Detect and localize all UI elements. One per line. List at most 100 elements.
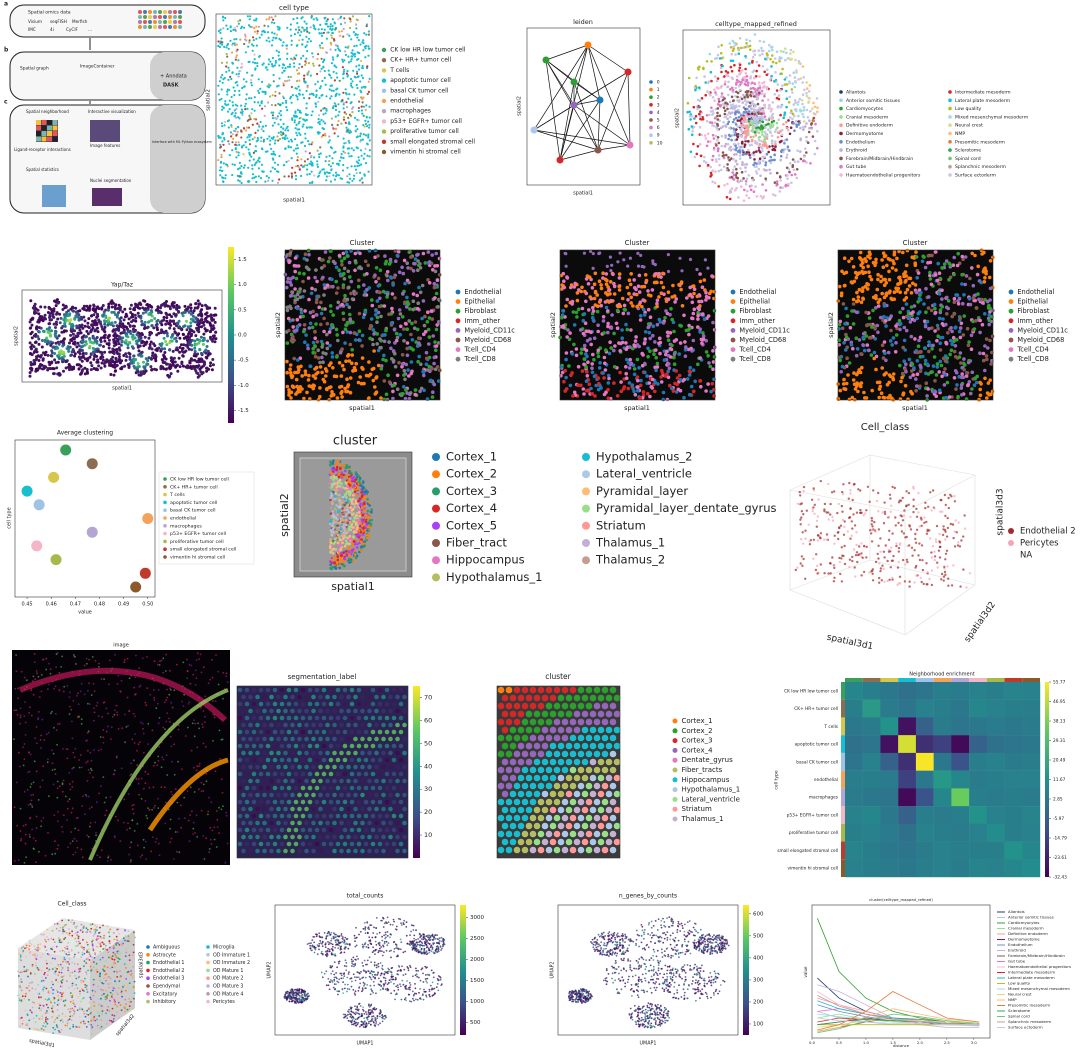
cell-dot: [686, 110, 689, 114]
cell-dot: [219, 76, 223, 79]
cell-dot: [757, 112, 760, 116]
cell-dot: [724, 125, 728, 128]
colorbar-tick-label: -1.0: [238, 383, 249, 389]
cell-dot: [297, 85, 300, 88]
cell-dot: [323, 76, 326, 79]
cell-dot: [331, 126, 335, 129]
cell-dot: [358, 164, 361, 167]
cell-dot: [345, 302, 349, 307]
cell-dot: [111, 364, 114, 367]
cell-dot: [74, 334, 78, 338]
cell-dot: [278, 137, 282, 140]
cell-dot: [427, 335, 432, 339]
cell-dot: [246, 126, 249, 129]
cell-dot: [800, 99, 804, 102]
cell-dot: [719, 126, 723, 130]
cell-dot: [755, 195, 759, 198]
cell-dot: [237, 126, 240, 129]
cell-dot: [290, 140, 294, 143]
cell-dot: [165, 343, 169, 347]
cell-dot: [745, 78, 749, 82]
cell-dot: [759, 194, 763, 198]
cell-dot: [741, 78, 744, 82]
cell-dot: [391, 389, 395, 394]
cell-dot: [279, 109, 282, 113]
cell-dot: [236, 104, 239, 107]
cell-dot: [291, 318, 295, 322]
legend-label: Cardiomyocytes: [846, 106, 884, 112]
cell-dot: [360, 163, 363, 166]
cell-dot: [698, 99, 702, 102]
cell-dot: [76, 341, 80, 345]
cell-dot: [745, 163, 748, 166]
legend-label: Epithelial: [464, 298, 495, 306]
cell-dot: [278, 64, 281, 67]
cell-dot: [196, 375, 200, 379]
cell-dot: [112, 344, 116, 348]
cell-dot: [349, 60, 352, 63]
cell-dot: [758, 126, 761, 130]
cell-dot: [360, 356, 365, 360]
cell-dot: [278, 27, 281, 30]
cell-dot: [289, 338, 294, 343]
legend-label: Cranial mesoderm: [846, 114, 889, 120]
panel-tag: b: [4, 47, 9, 54]
cell-dot: [406, 266, 410, 270]
cell-dot: [323, 69, 326, 73]
cell-dot: [329, 180, 332, 183]
cell-dot: [225, 24, 228, 27]
cell-dot: [741, 69, 744, 72]
cell-dot: [311, 314, 316, 319]
cell-dot: [373, 248, 378, 253]
cell-dot: [265, 18, 268, 21]
cell-dot: [749, 188, 753, 192]
cell-dot: [723, 184, 726, 187]
cell-dot: [168, 307, 172, 311]
cell-dot: [304, 137, 307, 140]
cell-dot: [728, 126, 731, 130]
cell-dot: [340, 347, 344, 351]
cell-dot: [322, 329, 326, 334]
cell-dot: [286, 57, 289, 60]
cell-dot: [736, 99, 739, 102]
cell-dot: [253, 163, 256, 166]
cell-dot: [337, 103, 340, 106]
cell-dot: [284, 129, 287, 132]
cell-dot: [248, 116, 252, 119]
cell-dot: [730, 157, 733, 160]
legend-label: T cells: [389, 67, 409, 74]
cell-dot: [251, 177, 254, 180]
cell-dot: [235, 73, 238, 76]
cell-dot: [367, 135, 370, 138]
cell-dot: [242, 153, 245, 156]
cell-dot: [291, 335, 295, 339]
cell-dot: [723, 109, 727, 112]
cell-dot: [331, 366, 335, 370]
cell-dot: [242, 166, 245, 169]
legend-marker: [381, 139, 387, 144]
cell-dot: [54, 361, 58, 365]
cell-dot: [313, 344, 317, 348]
cell-dot: [274, 61, 277, 64]
cell-dot: [437, 256, 442, 261]
cell-dot: [253, 109, 256, 112]
cell-dot: [306, 276, 311, 280]
cell-dot: [771, 54, 774, 57]
cell-dot: [300, 164, 303, 167]
cell-dot: [303, 372, 308, 377]
cell-dot: [335, 175, 338, 178]
legend-marker: [839, 123, 843, 127]
cell-dot: [742, 93, 745, 97]
cell-dot: [211, 358, 215, 361]
cell-dot: [305, 390, 309, 395]
cell-dot: [128, 324, 132, 328]
cell-dot: [62, 318, 66, 322]
cell-dot: [720, 94, 724, 98]
icon-cell: [52, 120, 58, 125]
cell-dot: [794, 58, 797, 62]
cell-dot: [727, 80, 730, 84]
cell-dot: [282, 164, 285, 167]
cell-dot: [290, 34, 293, 37]
cell-dot: [305, 126, 308, 129]
cell-dot: [343, 327, 348, 332]
